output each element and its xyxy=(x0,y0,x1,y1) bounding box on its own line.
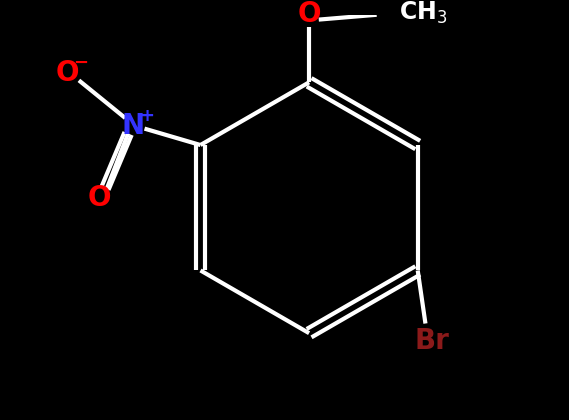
Text: N: N xyxy=(121,112,145,140)
Text: O: O xyxy=(88,184,111,212)
Text: Br: Br xyxy=(415,327,450,355)
Text: O: O xyxy=(298,0,321,28)
Text: O: O xyxy=(56,59,79,87)
Text: +: + xyxy=(139,107,154,125)
Text: CH$_3$: CH$_3$ xyxy=(399,0,447,26)
Text: −: − xyxy=(73,54,88,72)
